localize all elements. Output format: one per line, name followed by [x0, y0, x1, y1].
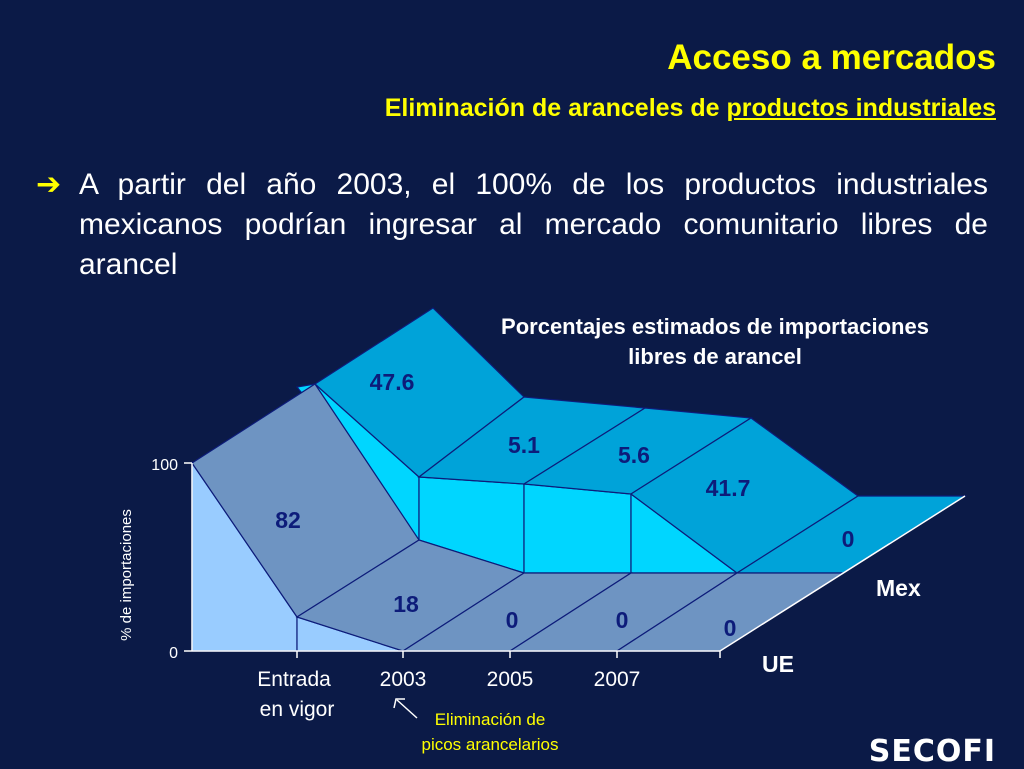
- x-axis: [192, 650, 721, 658]
- chart-title: Porcentajes estimados de importaciones l…: [501, 314, 929, 369]
- subtitle-underlined: productos industriales: [726, 94, 996, 122]
- annotation-line2: picos arancelarios: [421, 735, 558, 754]
- y-tick-label: 100: [151, 457, 178, 474]
- data-labels: 82 18 0 0 0 47.6 5.1 5.6 41.7 0: [275, 369, 854, 641]
- x-tick-label: 2005: [487, 668, 534, 691]
- page-subtitle: Eliminación de aranceles de productos in…: [385, 94, 996, 123]
- data-label-mex: 41.7: [706, 475, 751, 501]
- annotation: Eliminación de picos arancelarios: [393, 698, 559, 754]
- x-tick-label-line1: Entrada: [257, 668, 331, 691]
- x-tick-label-line2: en vigor: [260, 698, 335, 721]
- annotation-line1: Eliminación de: [435, 710, 546, 729]
- series-label-ue: UE: [762, 651, 794, 677]
- y-axis-label: % de importaciones: [118, 509, 135, 641]
- series-label-mex: Mex: [876, 575, 921, 601]
- data-label-mex: 47.6: [370, 369, 415, 395]
- data-label-mex: 0: [842, 526, 855, 552]
- data-label-ue: 82: [275, 507, 301, 533]
- data-label-ue: 0: [724, 615, 737, 641]
- data-label-mex: 5.6: [618, 442, 650, 468]
- x-tick-label: 2003: [380, 668, 427, 691]
- arrow-right-icon: ➔: [36, 167, 62, 202]
- data-label-mex: 5.1: [508, 432, 540, 458]
- depth-axis: [719, 495, 966, 652]
- data-label-ue: 0: [506, 607, 519, 633]
- mex-wall-segment: [523, 483, 632, 574]
- data-label-ue: 0: [616, 607, 629, 633]
- data-label-ue: 18: [393, 591, 419, 617]
- subtitle-prefix: Eliminación de aranceles de: [384, 94, 727, 122]
- page-title: Acceso a mercados: [667, 38, 996, 77]
- x-tick-label: 2007: [594, 668, 641, 691]
- bullet-text: A partir del año 2003, el 100% de los pr…: [79, 168, 988, 281]
- bullet-point: ➔ A partir del año 2003, el 100% de los …: [36, 165, 988, 285]
- y-tick-label: 0: [169, 645, 178, 662]
- secofi-logo: SECOFI: [868, 734, 996, 769]
- chart-surfaces: [191, 307, 968, 652]
- x-tick-label: Entrada en vigor: [257, 668, 336, 721]
- y-axis: [184, 462, 193, 652]
